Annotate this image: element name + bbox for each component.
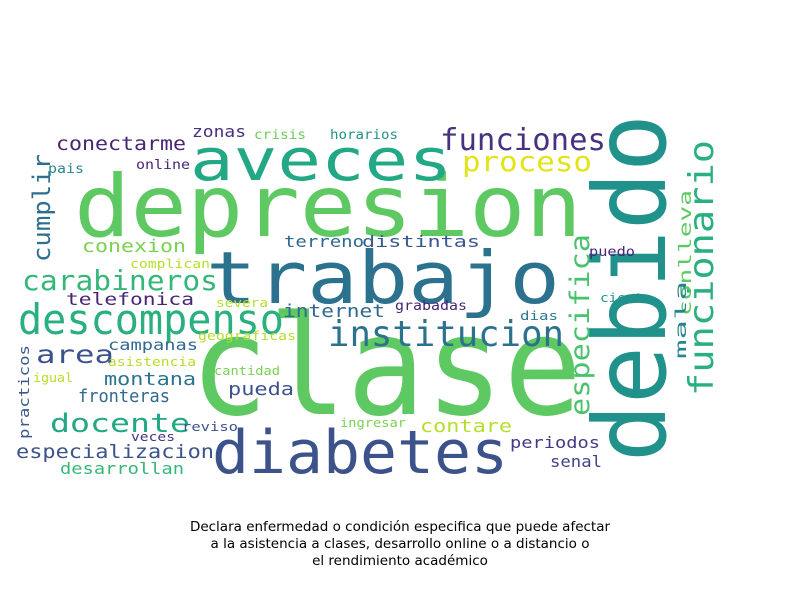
- word-cierta: cierta: [600, 291, 652, 305]
- word-zonas: zonas: [192, 122, 246, 141]
- word-igual: igual: [33, 371, 73, 385]
- word-especifica: especifica: [565, 234, 596, 416]
- word-severa: severa: [216, 296, 268, 310]
- word-veces: veces: [131, 430, 175, 444]
- word-grabadas: grabadas: [395, 299, 467, 314]
- word-internet: internet: [283, 301, 385, 322]
- word-conlleva: conlleva: [676, 190, 696, 316]
- caption-line-1: Declara enfermedad o condición especific…: [189, 519, 611, 535]
- word-cantidad: cantidad: [214, 364, 280, 378]
- word-asistencia: asistencia: [108, 355, 196, 369]
- word-funciones: funciones: [440, 123, 606, 158]
- word-conectarme: conectarme: [56, 133, 186, 155]
- word-fronteras: fronteras: [78, 386, 170, 407]
- word-telefonica: telefonica: [66, 290, 194, 310]
- word-terreno: terreno: [284, 232, 364, 251]
- word-clase: clase: [190, 286, 582, 447]
- word-docente: docente: [50, 409, 190, 439]
- word-dias: dias: [520, 309, 558, 323]
- word-horarios: horarios: [330, 128, 398, 143]
- word-conexion: conexion: [82, 236, 186, 257]
- word-cumplir: cumplir: [28, 154, 56, 262]
- word-reviso: reviso: [182, 420, 238, 434]
- word-periodos: periodos: [510, 433, 600, 452]
- caption-line-3: el rendimiento académico: [312, 553, 488, 569]
- word-crisis: crisis: [254, 128, 306, 143]
- word-carabineros: carabineros: [22, 264, 218, 297]
- word-senal: senal: [550, 452, 602, 471]
- word-contare: contare: [420, 416, 512, 437]
- word-mala: mala: [672, 281, 690, 359]
- caption: Declara enfermedad o condición especific…: [150, 519, 650, 570]
- caption-line-2: a la asistencia a clases, desarrollo onl…: [210, 536, 590, 552]
- word-institucion: institucion: [328, 314, 564, 355]
- word-debido: debido: [572, 114, 689, 462]
- word-trabajo: trabajo: [206, 236, 560, 320]
- word-campanas: campanas: [108, 336, 198, 354]
- word-funcionario: funcionario: [682, 140, 722, 396]
- word-online: online: [136, 158, 190, 173]
- word-puedo: puedo: [589, 245, 635, 260]
- word-practicos: practicos: [17, 345, 33, 439]
- word-pais: pais: [48, 162, 84, 177]
- word-area: area: [36, 340, 114, 369]
- word-montana: montana: [104, 369, 196, 390]
- word-descompenso: descompenso: [18, 295, 284, 344]
- word-ingresar: ingresar: [340, 416, 406, 430]
- word-desarrollan: desarrollan: [60, 459, 184, 478]
- word-distintas: distintas: [362, 232, 480, 251]
- word-pueda: pueda: [228, 379, 294, 400]
- word-proceso: proceso: [462, 145, 592, 178]
- word-complican: complican: [130, 257, 210, 271]
- word-diabetes: diabetes: [212, 418, 508, 488]
- word-aveces: aveces: [190, 126, 452, 194]
- word-especializacion: especializacion: [16, 441, 214, 463]
- word-depresion: depresion: [74, 157, 582, 257]
- word-geograficas: geograficas: [198, 329, 296, 343]
